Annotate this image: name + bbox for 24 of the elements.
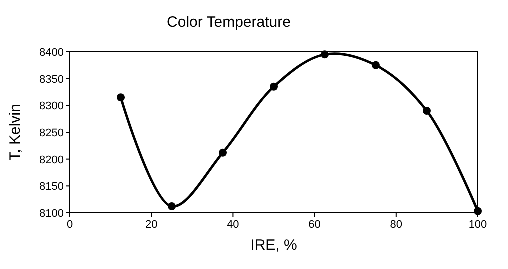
x-tick-label: 20 [145,219,158,231]
x-tick-label: 80 [390,219,403,231]
y-tick-label: 8350 [40,74,64,86]
x-tick-label: 40 [227,219,240,231]
point [168,202,176,211]
chart-title: Color Temperature [167,14,291,31]
y-axis-title: T, Kelvin [7,104,24,161]
point [423,107,431,116]
point [219,148,227,157]
y-tick-label: 8150 [40,181,64,194]
y-tick-label: 8400 [40,47,64,59]
point [117,94,125,102]
x-tick-label: 100 [468,219,488,231]
point [372,61,380,70]
y-tick-label: 8300 [40,100,64,113]
y-tick-label: 8250 [40,128,64,140]
x-tick-label: 0 [66,219,74,231]
x-tick-label: 60 [308,219,321,231]
y-tick-label: 8100 [40,208,64,220]
point [474,207,482,216]
x-axis-title: IRE, % [250,237,298,254]
point [321,50,329,59]
y-tick-label: 8200 [40,154,64,166]
point [270,82,278,91]
